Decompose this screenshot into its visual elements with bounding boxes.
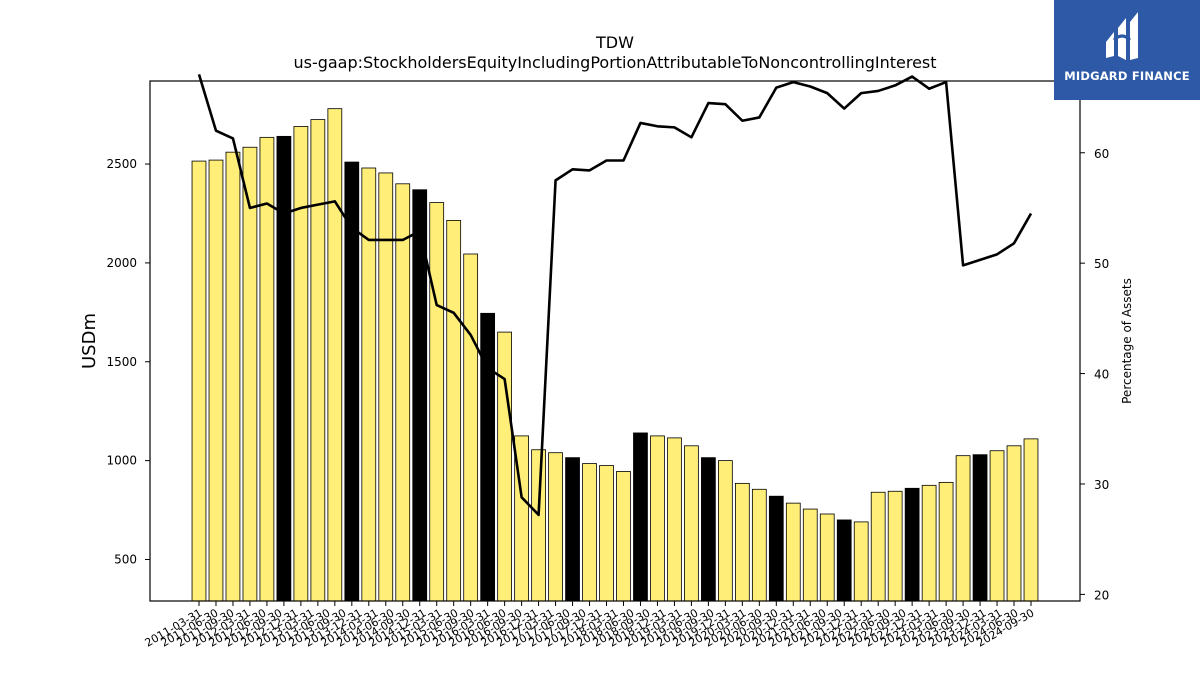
y-tick-label-0: 500 xyxy=(114,552,137,566)
bar-28 xyxy=(667,437,682,602)
bar-39 xyxy=(853,521,869,602)
y-tick-label-3: 2000 xyxy=(106,256,137,270)
bar-49 xyxy=(1023,438,1039,602)
bar-43 xyxy=(921,484,937,602)
bar-24 xyxy=(599,465,614,602)
logo-mark-icon xyxy=(1054,0,1200,100)
bar-26 xyxy=(633,432,648,602)
x-axis: 2011-03-312011-06-302011-09-302012-03-31… xyxy=(143,601,1037,650)
bar-47 xyxy=(989,450,1005,602)
bar-11 xyxy=(378,172,394,602)
bar-3 xyxy=(242,146,258,602)
bar-22 xyxy=(565,457,580,602)
bar-36 xyxy=(802,508,818,602)
y-tick-label-4: 2500 xyxy=(106,157,137,171)
chart-subtitle: us-gaap:StockholdersEquityIncludingPorti… xyxy=(293,53,936,72)
y2-tick-label-0: 20 xyxy=(1094,588,1109,602)
midgard-finance-logo: MIDGARD FINANCE xyxy=(1054,0,1200,100)
y2-axis-label: Percentage of Assets xyxy=(1120,278,1134,404)
chart-title: TDW xyxy=(595,33,634,52)
bar-29 xyxy=(684,445,699,602)
bar-21 xyxy=(548,452,563,602)
line-series xyxy=(197,74,1033,517)
y-axis-right: 20 30 40 50 60 xyxy=(1080,147,1109,602)
bar-7 xyxy=(310,119,326,602)
y2-tick-label-4: 60 xyxy=(1094,147,1109,161)
bar-40 xyxy=(870,491,886,602)
bar-34 xyxy=(768,495,784,602)
y2-tick-label-2: 40 xyxy=(1094,368,1109,382)
bar-46 xyxy=(972,454,988,602)
bar-series xyxy=(191,108,1039,602)
bar-27 xyxy=(650,435,665,602)
bar-25 xyxy=(616,471,631,602)
y-axis-label: USDm xyxy=(79,313,100,369)
bar-45 xyxy=(955,455,971,602)
y-axis-left: 500 1000 1500 2000 2500 xyxy=(106,157,150,566)
bar-30 xyxy=(701,457,716,602)
bar-10 xyxy=(361,167,377,602)
bar-1 xyxy=(208,159,224,602)
bar-5 xyxy=(276,135,292,602)
bar-32 xyxy=(734,482,750,602)
y2-tick-label-1: 30 xyxy=(1094,478,1109,492)
y2-tick-label-3: 50 xyxy=(1094,257,1109,271)
bar-38 xyxy=(836,519,852,602)
bar-2 xyxy=(225,151,241,602)
bar-6 xyxy=(293,126,309,602)
plot-frame xyxy=(149,80,1081,602)
bar-31 xyxy=(718,460,733,602)
logo-text: MIDGARD FINANCE xyxy=(1064,69,1190,83)
y-tick-label-2: 1500 xyxy=(106,355,137,369)
bar-16 xyxy=(463,253,479,602)
bar-23 xyxy=(582,463,597,602)
bar-20 xyxy=(531,449,546,602)
bar-12 xyxy=(395,183,411,602)
bar-14 xyxy=(429,202,445,602)
y-tick-label-1: 1000 xyxy=(106,454,137,468)
bar-35 xyxy=(785,502,801,602)
bar-15 xyxy=(446,219,462,602)
bar-0 xyxy=(191,160,207,602)
bar-37 xyxy=(819,513,835,602)
percentage-line xyxy=(197,74,1033,517)
bar-44 xyxy=(938,481,954,602)
bar-8 xyxy=(327,108,343,602)
bar-18 xyxy=(497,331,512,602)
bar-33 xyxy=(751,488,767,602)
bar-41 xyxy=(887,490,903,602)
bar-48 xyxy=(1006,445,1022,602)
bar-42 xyxy=(904,487,920,602)
